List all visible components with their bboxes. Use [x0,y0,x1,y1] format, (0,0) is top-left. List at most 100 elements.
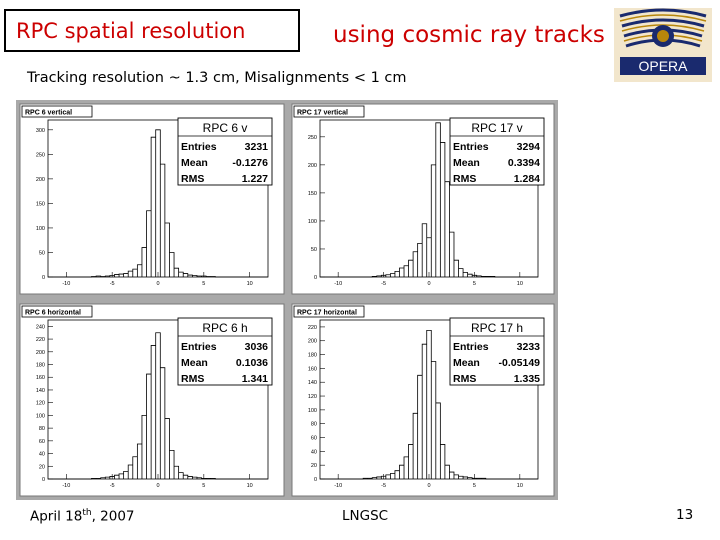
y-tick-label: 220 [308,325,317,331]
histogram-bin [377,276,382,277]
histogram-bin [147,211,152,277]
stats-value: 3233 [517,341,541,353]
stats-label: Entries [181,141,217,153]
y-tick-label: 150 [36,201,45,207]
y-tick-label: 0 [42,275,45,281]
histogram-bin [101,478,106,479]
x-tick-label: -10 [62,483,70,489]
histogram-bin [413,252,418,277]
x-tick-label: 5 [473,281,476,287]
histogram-bin [481,276,486,277]
histogram-bin [390,274,395,277]
histogram-title-box [293,105,365,118]
histogram-bin [386,275,391,277]
histogram-title-box [21,105,93,118]
histogram-bin [395,471,400,479]
histogram-bin [436,123,441,277]
histogram-bin [449,232,454,277]
histogram-title: RPC 6 horizontal [21,305,93,318]
histogram-bin [133,269,138,277]
y-tick-label: 50 [311,247,317,253]
histogram-bin [472,478,477,479]
stats-box: RPC 17 h Entries 3233 Mean -0.05149 RMS 1.335 [449,317,545,386]
histogram-bin [179,272,184,277]
histogram-bin [454,475,459,479]
stats-value: 1.341 [242,373,268,385]
histogram-bin [202,478,207,479]
histogram-bin [105,276,110,277]
histogram-bin [156,130,161,277]
histogram-bin [381,275,386,277]
histogram-bin [445,465,450,479]
histogram-bin [372,478,377,479]
x-tick-label: 0 [156,281,159,287]
stats-box: RPC 17 v Entries 3294 Mean 0.3394 RMS 1.284 [449,117,545,186]
stats-value: 0.1036 [236,357,268,369]
stats-box: RPC 6 v Entries 3231 Mean -0.1276 RMS 1.227 [177,117,273,186]
slide-title-text: RPC spatial resolution [16,18,246,43]
stats-box-frame [449,317,545,386]
y-tick-label: 50 [39,250,45,256]
histogram-bin [422,344,427,479]
histogram-bin [468,274,473,277]
x-tick-label: -10 [62,281,70,287]
histogram-bin [418,243,423,277]
histogram-series [320,122,538,278]
histogram-bin [409,444,414,479]
histogram-bin [409,260,414,277]
y-tick-label: 80 [39,426,45,432]
y-tick-label: 140 [308,380,317,386]
stats-value: 1.335 [514,373,540,385]
histogram-bin [114,475,119,479]
histogram-bin [151,345,156,479]
x-tick-label: -10 [334,483,342,489]
histogram-bin [431,165,436,277]
histogram-bin [211,478,216,479]
stats-box-frame [177,117,273,186]
stats-box-frame [449,117,545,186]
x-tick-label: 5 [202,281,205,287]
stats-label: RMS [453,173,476,185]
y-tick-label: 0 [42,477,45,483]
histogram-bin [481,478,486,479]
histogram-bin [128,465,133,479]
histogram-bin [377,477,382,479]
x-tick-label: 5 [473,483,476,489]
histogram-series [48,332,268,480]
footer-date: April 18th, 2007 [30,508,135,525]
y-tick-label: 100 [308,219,317,225]
histogram-bin [151,137,156,277]
histogram-bin [188,476,193,479]
tracking-resolution-text: Tracking resolution ~ 1.3 cm, Misalignme… [27,70,407,86]
histogram-bin [202,276,207,277]
histogram-rpc6-vertical: RPC 6 vertical 0 50 100 150 200 250 300 -10 -5 0 5 1… [19,103,285,295]
histogram-title-text: RPC 6 vertical [25,110,72,117]
y-tick-label: 180 [36,363,45,369]
x-tick-label: -5 [381,483,386,489]
stats-name: RPC 6 h [202,321,247,335]
histogram-bin [128,271,133,277]
histogram-bin [183,274,188,277]
y-tick-label: 20 [39,464,45,470]
histogram-bin [445,182,450,277]
y-tick-label: 0 [314,477,317,483]
footer-lab: LNGSC [342,508,389,524]
x-tick-label: -5 [110,483,115,489]
y-tick-label: 160 [36,375,45,381]
stats-name: RPC 17 h [471,321,523,335]
x-tick-label: -5 [110,281,115,287]
histogram-bin [124,274,129,277]
y-tick-label: 120 [308,394,317,400]
y-tick-label: 40 [311,449,317,455]
histogram-bin [440,444,445,479]
histogram-bin [363,478,368,479]
histogram-bin [179,473,184,479]
histogram-title: RPC 17 horizontal [293,305,365,318]
histogram-bin [390,473,395,479]
stats-value: 1.284 [514,173,540,185]
page-number: 13 [676,507,694,523]
x-tick-label: 5 [202,483,205,489]
y-tick-label: 200 [36,350,45,356]
stats-box-frame [177,317,273,386]
histogram-series [320,329,538,480]
